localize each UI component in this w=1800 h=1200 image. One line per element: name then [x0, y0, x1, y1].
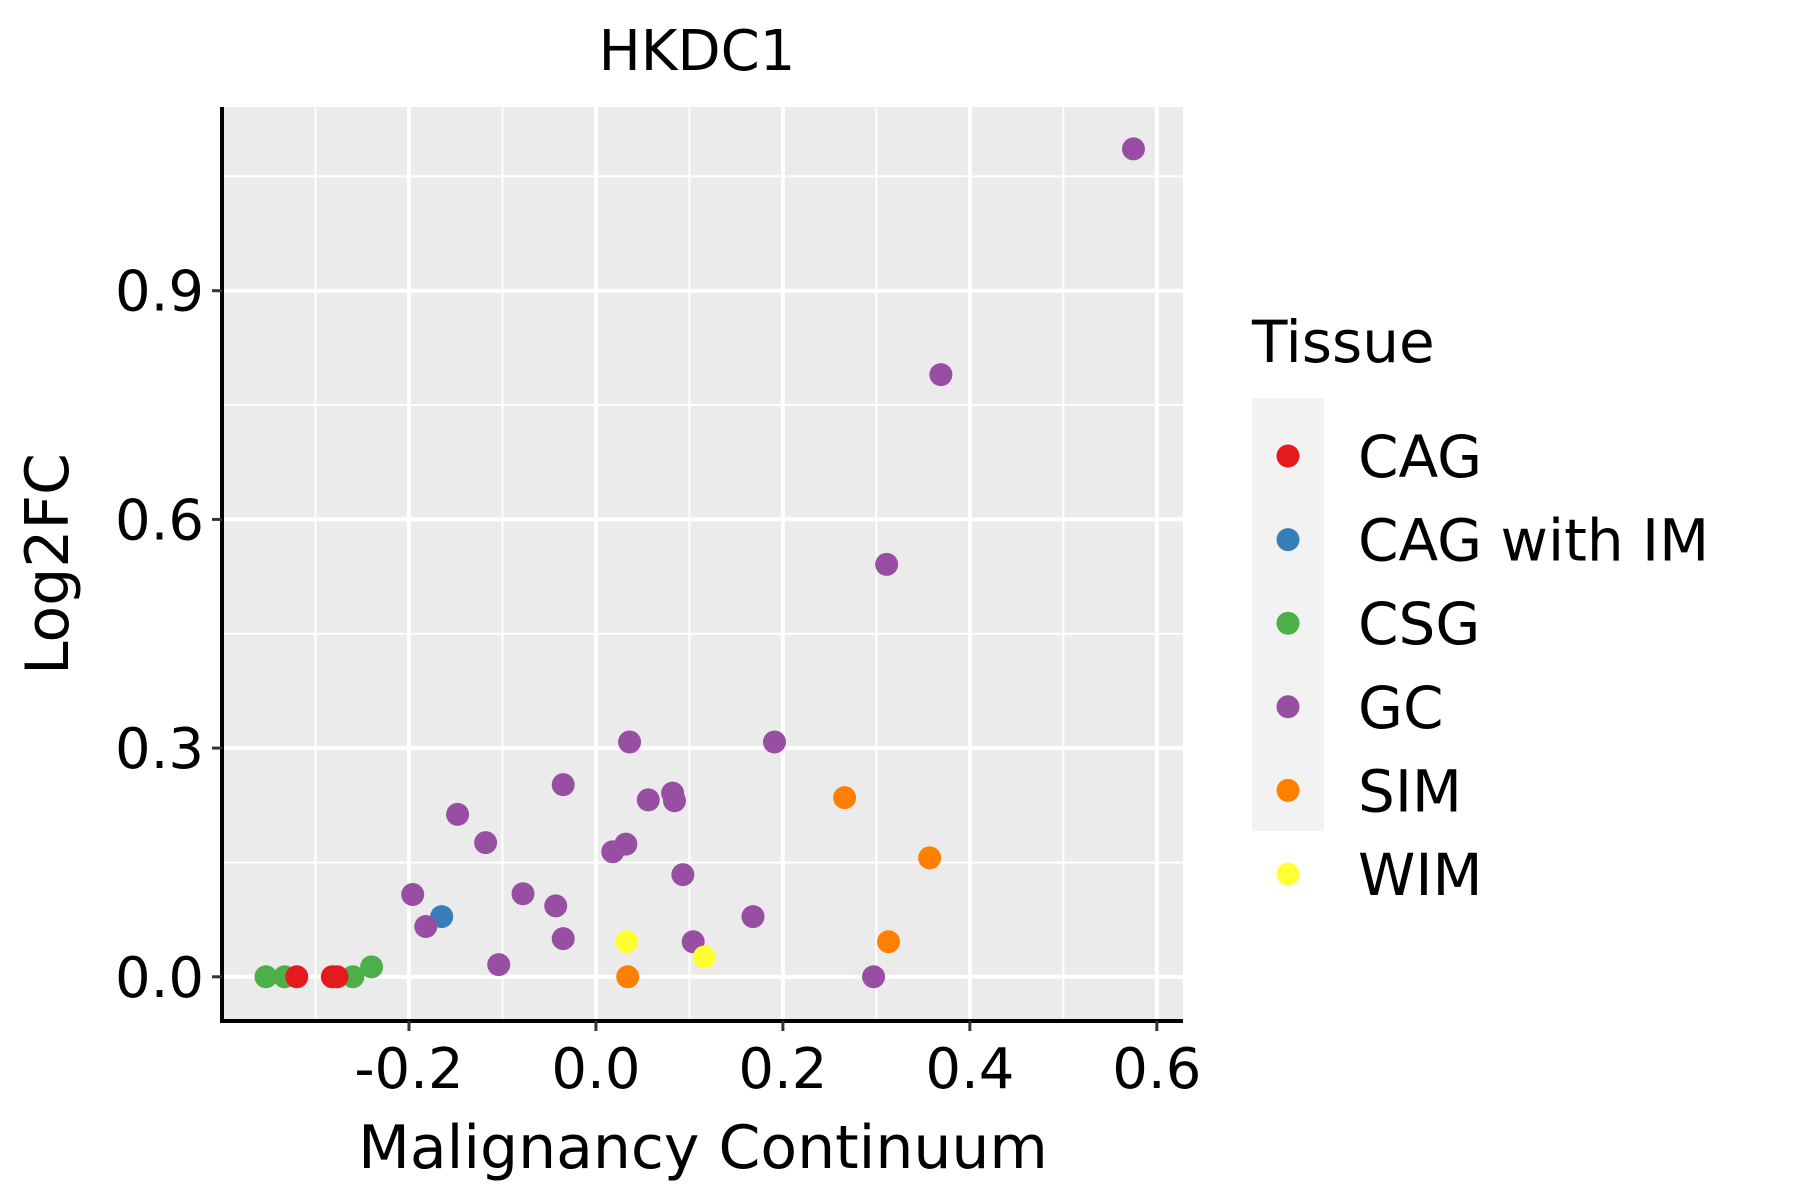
legend-key-sim: [1276, 778, 1300, 802]
data-point-gc: [601, 840, 625, 864]
data-point-gc: [511, 882, 535, 906]
x-axis-title: Malignancy Continuum: [358, 1113, 1048, 1183]
data-point-csg: [360, 955, 384, 979]
x-tick-label: 0.4: [925, 1037, 1014, 1102]
legend-title: Tissue: [1251, 308, 1435, 376]
y-tick-label: 0.9: [115, 260, 204, 325]
data-point-wim: [615, 930, 639, 954]
legend-label: SIM: [1358, 757, 1462, 825]
data-point-gc: [862, 965, 886, 989]
legend-item: CAG: [1276, 423, 1482, 491]
legend: Tissue CAG CAG with IM CSG GC SIM WIM: [1251, 308, 1709, 909]
data-point-gc: [487, 953, 511, 977]
data-point-gc: [636, 788, 660, 812]
data-point-gc: [618, 730, 642, 754]
legend-label: GC: [1358, 674, 1443, 742]
legend-item: CSG: [1276, 590, 1480, 658]
legend-label: CAG: [1358, 423, 1482, 491]
legend-key-csg: [1276, 611, 1300, 635]
data-point-gc: [446, 802, 470, 826]
data-point-gc: [414, 914, 438, 938]
data-point-wim: [692, 945, 716, 969]
legend-label: CAG with IM: [1358, 507, 1709, 575]
minor-gridlines: [222, 107, 1183, 1021]
data-point-csg: [341, 965, 365, 989]
y-axis-ticks: 0.0 0.3 0.6 0.9: [115, 260, 222, 1011]
chart-title: HKDC1: [599, 19, 796, 84]
data-point-gc: [662, 789, 686, 813]
x-tick-label: 0.0: [551, 1037, 640, 1102]
data-point-gc: [741, 905, 765, 929]
data-point-cag: [285, 965, 309, 989]
legend-key-wim: [1276, 862, 1300, 886]
legend-label: WIM: [1358, 841, 1483, 909]
x-tick-label: 0.6: [1112, 1037, 1201, 1102]
x-axis-ticks: -0.2 0.0 0.2 0.4 0.6: [354, 1021, 1201, 1102]
data-point-sim: [616, 965, 640, 989]
legend-item: GC: [1276, 674, 1443, 742]
data-point-gc: [762, 730, 786, 754]
data-point-gc: [474, 831, 498, 855]
data-point-gc: [671, 863, 695, 887]
legend-item: SIM: [1276, 757, 1462, 825]
y-tick-label: 0.3: [115, 717, 204, 782]
data-point-sim: [833, 786, 857, 810]
legend-key-gc: [1276, 695, 1300, 719]
data-point-gc: [929, 363, 953, 387]
x-tick-label: -0.2: [354, 1037, 463, 1102]
data-point-gc: [551, 927, 575, 951]
data-point-gc: [551, 773, 575, 797]
y-tick-label: 0.0: [115, 946, 204, 1011]
major-gridlines: [222, 107, 1183, 1021]
data-point-gc: [1121, 137, 1145, 161]
y-axis-title: Log2FC: [13, 453, 83, 675]
legend-key-cag-with-im: [1276, 528, 1300, 552]
data-points: [254, 137, 1145, 989]
data-point-sim: [877, 930, 901, 954]
data-point-gc: [875, 552, 899, 576]
legend-item: WIM: [1276, 841, 1483, 909]
legend-label: CSG: [1358, 590, 1480, 658]
legend-key-cag: [1276, 444, 1300, 468]
plot-panel: [222, 107, 1183, 1021]
data-point-csg: [254, 965, 278, 989]
data-point-cag: [325, 965, 349, 989]
y-tick-label: 0.6: [115, 488, 204, 553]
data-point-gc: [544, 894, 568, 918]
data-point-gc: [401, 882, 425, 906]
legend-item: CAG with IM: [1276, 507, 1709, 575]
x-tick-label: 0.2: [738, 1037, 827, 1102]
data-point-sim: [918, 846, 942, 870]
